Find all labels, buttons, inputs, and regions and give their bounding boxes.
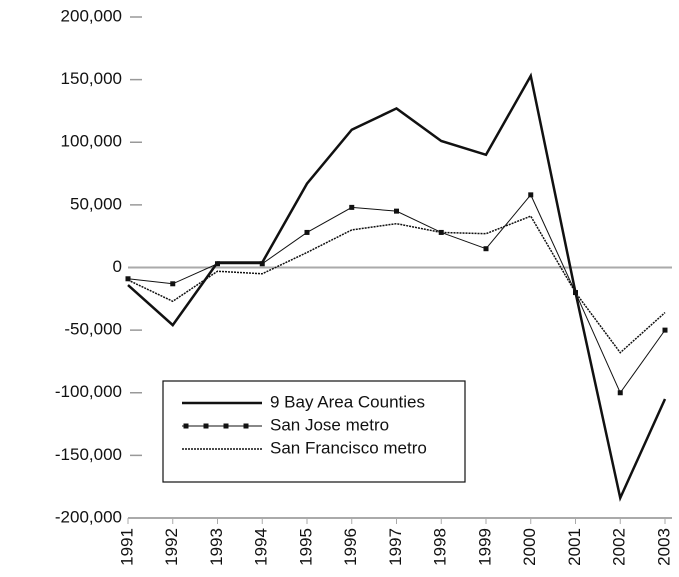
x-tick-label: 1994 [252, 528, 271, 566]
y-tick-label: -150,000 [55, 445, 122, 464]
series-marker [483, 246, 489, 252]
series-marker [125, 276, 131, 282]
y-tick-label: -50,000 [64, 320, 122, 339]
x-tick-label: 2002 [610, 528, 629, 566]
series-marker [394, 208, 399, 214]
legend: 9 Bay Area Counties San Jose metro San Fra… [162, 380, 466, 483]
x-tick-label: 1991 [117, 528, 136, 566]
legend-label: 9 Bay Area Counties [270, 392, 425, 411]
legend-marker [243, 423, 249, 429]
series-marker [170, 281, 176, 287]
legend-box [162, 380, 466, 483]
y-tick-label: 150,000 [61, 69, 122, 88]
x-tick-label: 1992 [162, 528, 181, 566]
legend-marker [223, 423, 229, 429]
legend-label: San Jose metro [270, 415, 389, 434]
x-tick-label: 1993 [207, 528, 226, 566]
y-tick-label: 200,000 [61, 6, 122, 25]
series-marker [617, 390, 623, 396]
series-line [127, 215, 666, 354]
x-tick-label: 1999 [475, 528, 494, 566]
series-line [127, 193, 666, 394]
series-marker [304, 229, 310, 235]
y-tick-label: 100,000 [61, 132, 122, 151]
x-tick-label: 1996 [341, 528, 360, 566]
legend-marker [183, 423, 189, 429]
x-tick-label: 1995 [296, 528, 315, 566]
series-marker [215, 261, 220, 267]
x-tick-label: 2001 [565, 528, 584, 566]
y-tick-label: -100,000 [55, 382, 122, 401]
series-marker [528, 192, 534, 198]
x-tick-label: 2003 [654, 528, 673, 566]
series-marker [349, 204, 355, 210]
series-marker [662, 327, 668, 333]
y-tick-label: 50,000 [70, 194, 122, 213]
legend-marker [203, 423, 209, 429]
series-marker [438, 229, 444, 235]
x-tick-label: 2000 [520, 528, 539, 566]
y-tick-label: -200,000 [55, 507, 122, 526]
y-tick-label: 0 [113, 257, 122, 276]
legend-label: San Francisco metro [270, 438, 427, 457]
x-tick-label: 1998 [431, 528, 450, 566]
series-marker [259, 261, 265, 267]
x-tick-label: 1997 [386, 528, 405, 566]
